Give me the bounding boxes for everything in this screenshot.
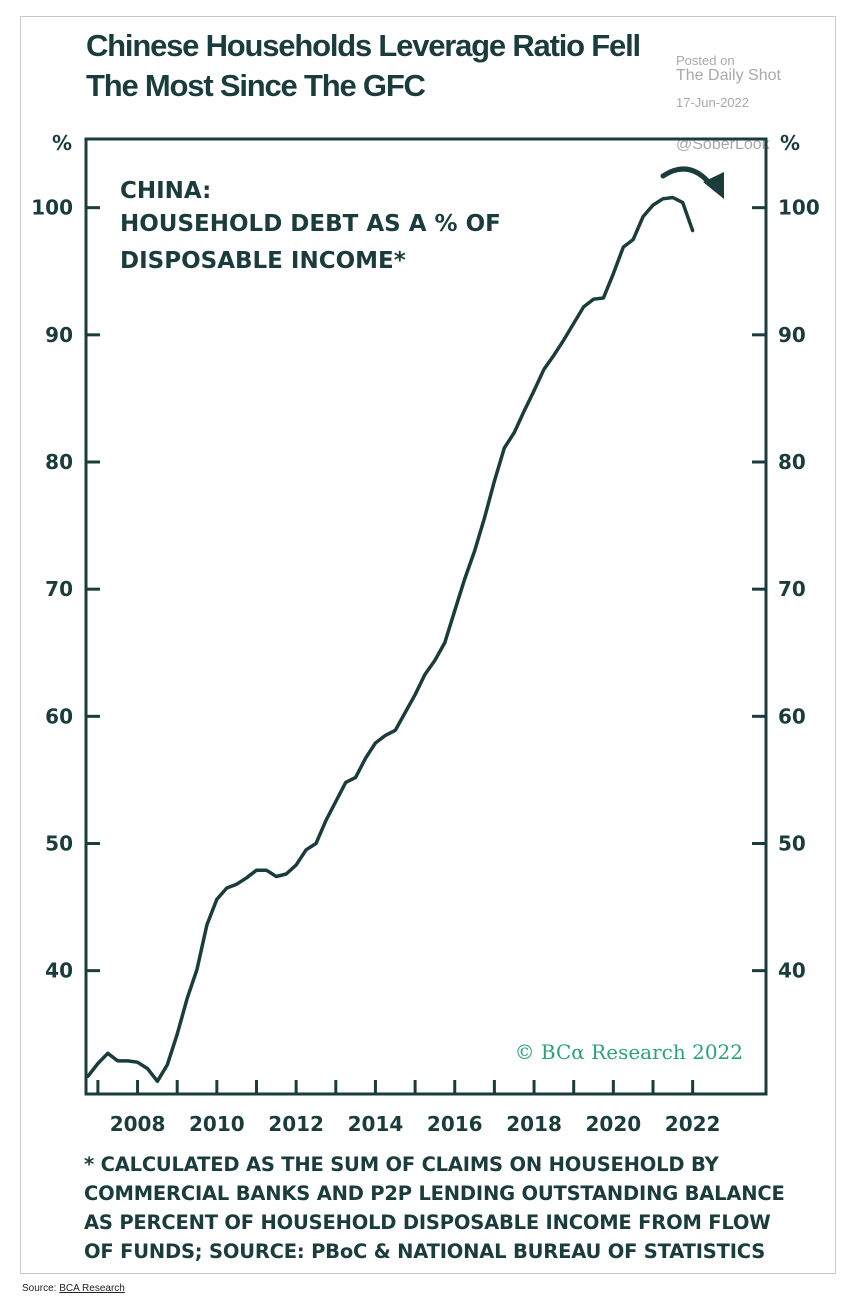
watermark-posted-on: Posted on [676, 53, 735, 68]
headline-line-2: The Most Since The GFC [86, 68, 426, 103]
source-link[interactable]: BCA Research [59, 1283, 125, 1294]
y-axis-label-right: % [780, 131, 800, 155]
y-tick-label-left-60: 60 [45, 704, 73, 728]
chart-subtitle-line-2: DISPOSABLE INCOME* [120, 248, 406, 274]
chart-headline: Chinese Households Leverage Ratio Fell T… [86, 26, 641, 106]
chart-title: CHINA: [120, 178, 211, 204]
watermark-site: The Daily Shot [676, 67, 781, 84]
chart-subtitle-line-1: HOUSEHOLD DEBT AS A % OF [120, 211, 501, 237]
y-tick-label-left-70: 70 [45, 577, 73, 601]
x-tick-label-2018: 2018 [506, 1112, 562, 1136]
y-tick-label-left-50: 50 [45, 831, 73, 855]
watermark-date: 17-Jun-2022 [676, 95, 749, 110]
y-tick-label-right-90: 90 [778, 323, 806, 347]
y-axis-label-left: % [52, 131, 72, 155]
y-tick-label-left-40: 40 [45, 959, 73, 983]
y-tick-label-right-70: 70 [778, 577, 806, 601]
y-tick-label-left-90: 90 [45, 323, 73, 347]
y-tick-label-right-50: 50 [778, 831, 806, 855]
x-tick-label-2014: 2014 [348, 1112, 404, 1136]
footnote-line-2: COMMERCIAL BANKS AND P2P LENDING OUTSTAN… [84, 1182, 785, 1205]
x-tick-label-2022: 2022 [665, 1112, 721, 1136]
plot-border [84, 137, 768, 1096]
source-line: Source: BCA Research [22, 1283, 125, 1294]
chart-frame [20, 16, 836, 1274]
copyright-label: © BCα Research 2022 [515, 1040, 743, 1064]
peak-arrow-head [703, 172, 724, 199]
x-tick-label-2016: 2016 [427, 1112, 483, 1136]
y-tick-label-right-40: 40 [778, 959, 806, 983]
y-tick-label-right-60: 60 [778, 704, 806, 728]
footnote-line-1: * CALCULATED AS THE SUM OF CLAIMS ON HOU… [84, 1153, 719, 1176]
y-tick-label-right-80: 80 [778, 450, 806, 474]
x-tick-label-2008: 2008 [110, 1112, 166, 1136]
y-tick-label-right-100: 100 [778, 196, 820, 220]
footnote-line-4: OF FUNDS; SOURCE: PBoC & NATIONAL BUREAU… [84, 1240, 766, 1263]
y-tick-label-left-80: 80 [45, 450, 73, 474]
footnote-line-3: AS PERCENT OF HOUSEHOLD DISPOSABLE INCOM… [84, 1211, 771, 1234]
footnote: * CALCULATED AS THE SUM OF CLAIMS ON HOU… [84, 1150, 834, 1266]
x-tick-label-2010: 2010 [189, 1112, 245, 1136]
peak-arrow-shaft [660, 166, 715, 189]
y-tick-label-left-100: 100 [31, 196, 73, 220]
x-tick-label-2012: 2012 [268, 1112, 324, 1136]
series-line-1 [86, 195, 695, 1084]
x-tick-label-2020: 2020 [586, 1112, 642, 1136]
headline-line-1: Chinese Households Leverage Ratio Fell [86, 28, 641, 63]
source-prefix: Source: [22, 1283, 60, 1294]
